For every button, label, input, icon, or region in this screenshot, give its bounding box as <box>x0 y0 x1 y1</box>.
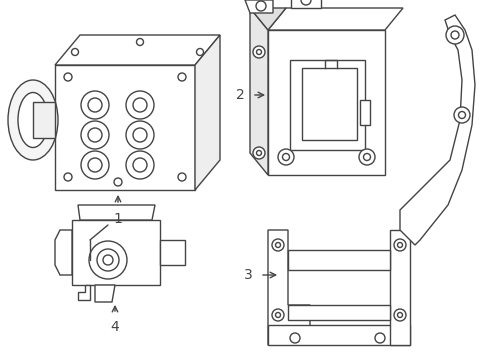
Ellipse shape <box>358 149 374 165</box>
Ellipse shape <box>178 173 185 181</box>
Ellipse shape <box>256 50 261 54</box>
Text: 2: 2 <box>236 88 244 102</box>
Polygon shape <box>55 230 72 275</box>
Ellipse shape <box>103 255 113 265</box>
Polygon shape <box>267 230 309 345</box>
Polygon shape <box>55 65 195 190</box>
Polygon shape <box>249 8 285 30</box>
Ellipse shape <box>374 333 384 343</box>
Ellipse shape <box>196 49 203 55</box>
Polygon shape <box>399 15 474 245</box>
Text: 4: 4 <box>110 320 119 334</box>
Polygon shape <box>267 30 384 175</box>
Ellipse shape <box>8 80 58 160</box>
Polygon shape <box>244 0 272 13</box>
Polygon shape <box>267 325 409 345</box>
Ellipse shape <box>445 26 463 44</box>
Ellipse shape <box>64 173 72 181</box>
Polygon shape <box>195 35 220 190</box>
Ellipse shape <box>133 158 147 172</box>
Ellipse shape <box>282 153 289 161</box>
Ellipse shape <box>88 158 102 172</box>
Ellipse shape <box>114 178 122 186</box>
Ellipse shape <box>363 153 370 161</box>
Ellipse shape <box>397 243 402 248</box>
Ellipse shape <box>88 98 102 112</box>
Ellipse shape <box>289 333 299 343</box>
Ellipse shape <box>126 91 154 119</box>
Ellipse shape <box>252 147 264 159</box>
Ellipse shape <box>252 46 264 58</box>
Ellipse shape <box>275 243 280 248</box>
Ellipse shape <box>81 151 109 179</box>
Bar <box>359 100 369 125</box>
Ellipse shape <box>71 49 79 55</box>
Ellipse shape <box>89 241 127 279</box>
Ellipse shape <box>393 239 405 251</box>
Ellipse shape <box>271 239 284 251</box>
Polygon shape <box>55 35 220 65</box>
Ellipse shape <box>18 93 48 148</box>
Polygon shape <box>33 102 55 138</box>
Ellipse shape <box>393 309 405 321</box>
Ellipse shape <box>97 249 119 271</box>
Ellipse shape <box>136 39 143 45</box>
Ellipse shape <box>133 98 147 112</box>
Polygon shape <box>95 285 115 302</box>
Polygon shape <box>72 220 160 285</box>
Ellipse shape <box>275 312 280 318</box>
Ellipse shape <box>458 112 465 118</box>
Ellipse shape <box>133 128 147 142</box>
Polygon shape <box>160 240 184 265</box>
Text: 1: 1 <box>113 212 122 226</box>
Ellipse shape <box>278 149 293 165</box>
Text: 3: 3 <box>244 268 252 282</box>
Ellipse shape <box>126 151 154 179</box>
Polygon shape <box>289 60 364 150</box>
Ellipse shape <box>64 73 72 81</box>
Ellipse shape <box>397 312 402 318</box>
Ellipse shape <box>256 1 265 11</box>
Ellipse shape <box>81 121 109 149</box>
Ellipse shape <box>178 73 185 81</box>
Ellipse shape <box>450 31 458 39</box>
Ellipse shape <box>126 121 154 149</box>
Polygon shape <box>290 0 320 8</box>
Polygon shape <box>302 68 356 140</box>
Polygon shape <box>78 285 90 300</box>
Ellipse shape <box>271 309 284 321</box>
Ellipse shape <box>81 91 109 119</box>
Polygon shape <box>78 205 155 220</box>
Ellipse shape <box>301 0 310 5</box>
Polygon shape <box>267 8 402 30</box>
Polygon shape <box>287 250 389 270</box>
Ellipse shape <box>453 107 469 123</box>
Ellipse shape <box>256 150 261 156</box>
Polygon shape <box>287 305 389 320</box>
Polygon shape <box>389 230 409 345</box>
Polygon shape <box>249 8 267 175</box>
Ellipse shape <box>88 128 102 142</box>
